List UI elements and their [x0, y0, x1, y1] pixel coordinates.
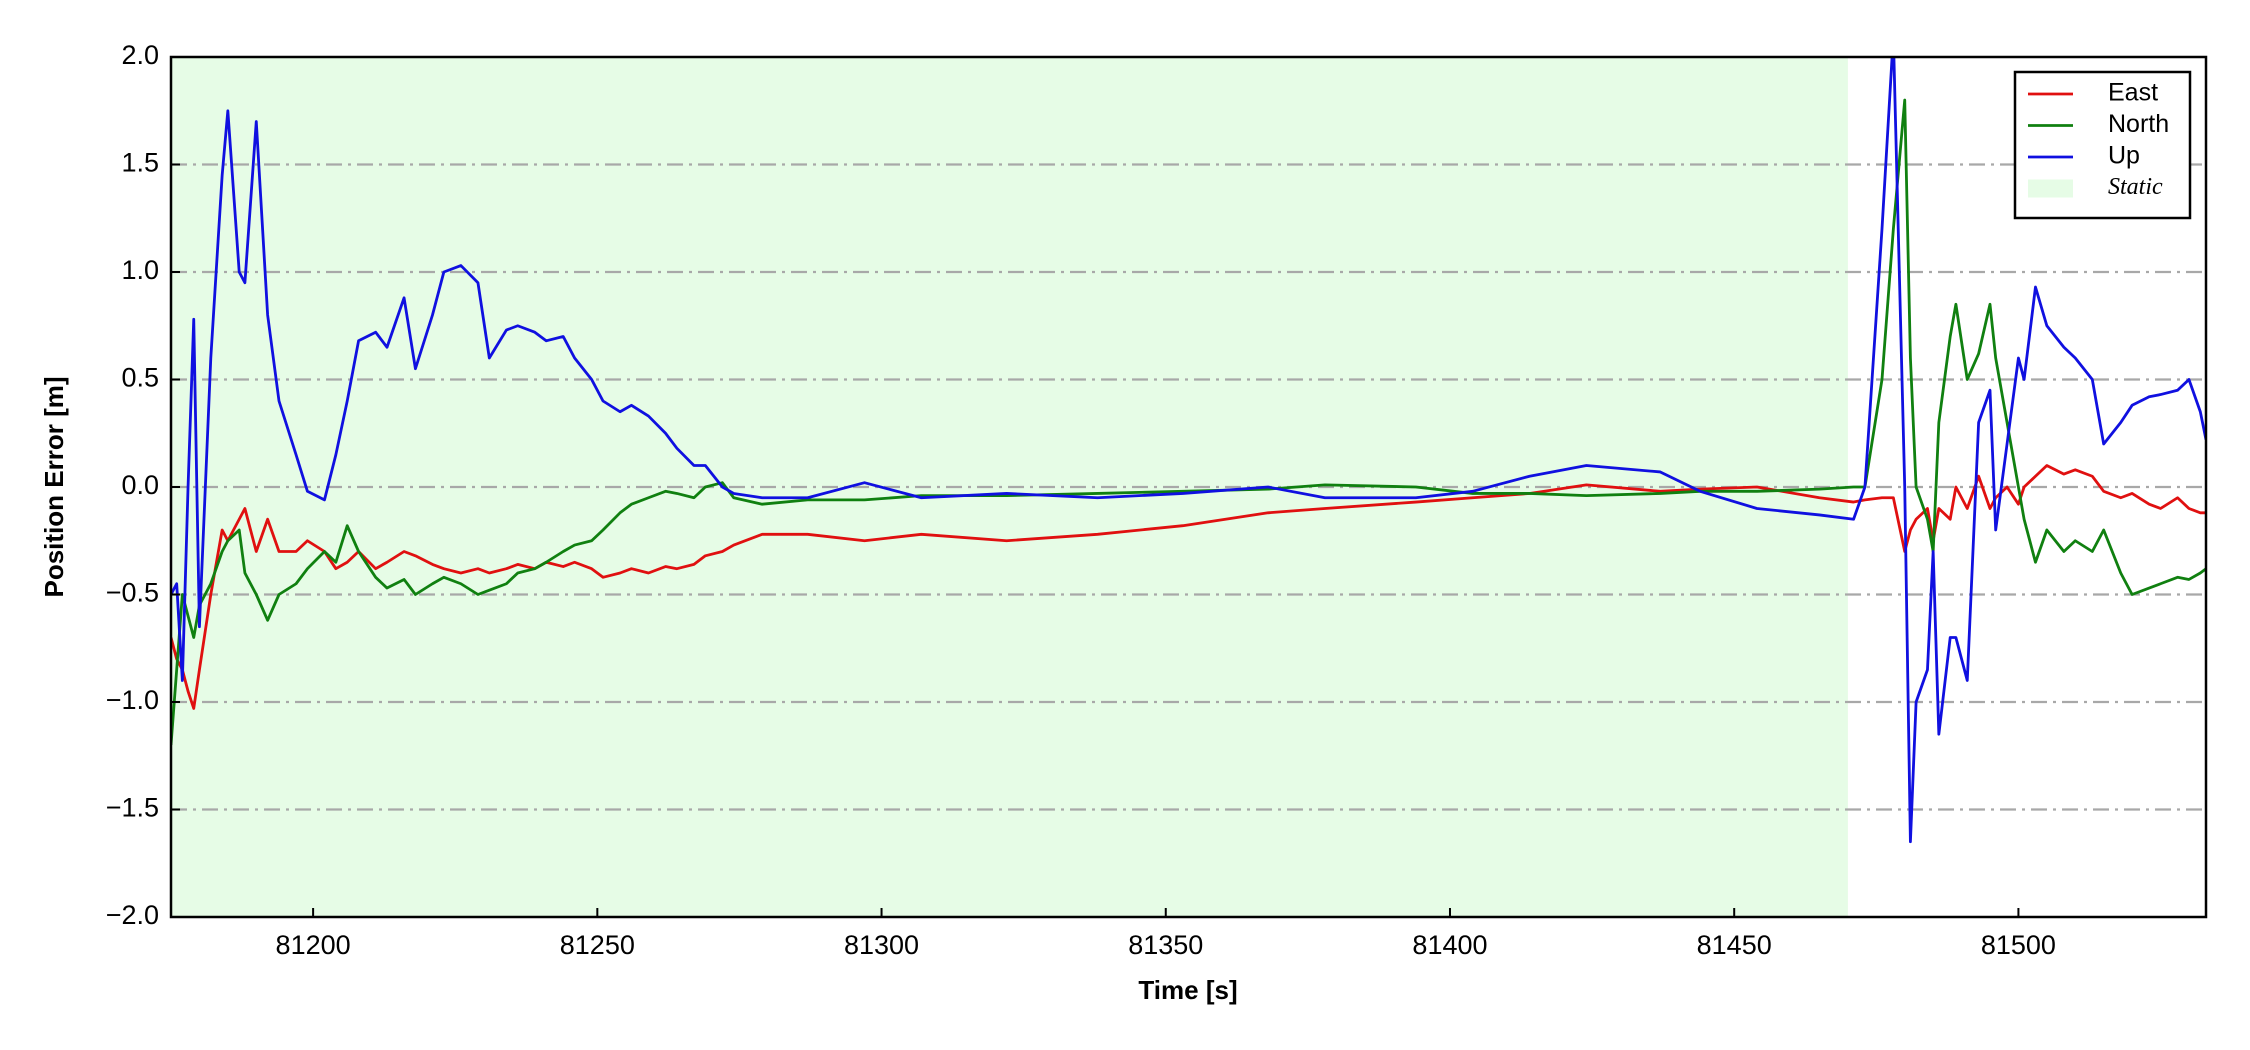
- series-line: [171, 57, 2206, 844]
- y-tick-label: 0.5: [121, 363, 159, 393]
- y-tick-label: −0.5: [106, 578, 159, 608]
- x-tick-label: 81300: [844, 930, 919, 960]
- x-tick-label: 81250: [560, 930, 635, 960]
- y-tick-label: −2.0: [106, 900, 159, 930]
- legend: East North Up Static: [2013, 70, 2192, 220]
- y-tick-label: 0.0: [121, 470, 159, 500]
- x-axis-label: Time [s]: [1138, 975, 1237, 1005]
- y-tick-label: 1.0: [121, 255, 159, 285]
- legend-swatch: [2028, 179, 2073, 198]
- series-line: [171, 464, 2206, 710]
- x-tick-label: 81450: [1697, 930, 1772, 960]
- legend-label: Up: [2108, 142, 2140, 170]
- plot-area: [171, 57, 2206, 917]
- x-tick-label: 81350: [1128, 930, 1203, 960]
- legend-label: North: [2108, 110, 2169, 138]
- y-tick-label: −1.5: [106, 793, 159, 823]
- y-tick-label: −1.0: [106, 685, 159, 715]
- y-tick-label: 2.0: [121, 40, 159, 70]
- y-axis-label: Position Error [m]: [39, 376, 69, 597]
- legend-label: East: [2108, 79, 2158, 107]
- legend-label: Static: [2108, 174, 2163, 200]
- x-tick-label: 81500: [1981, 930, 2056, 960]
- x-tick-label: 81400: [1412, 930, 1487, 960]
- y-tick-label: 1.5: [121, 148, 159, 178]
- x-tick-label: 81200: [276, 930, 351, 960]
